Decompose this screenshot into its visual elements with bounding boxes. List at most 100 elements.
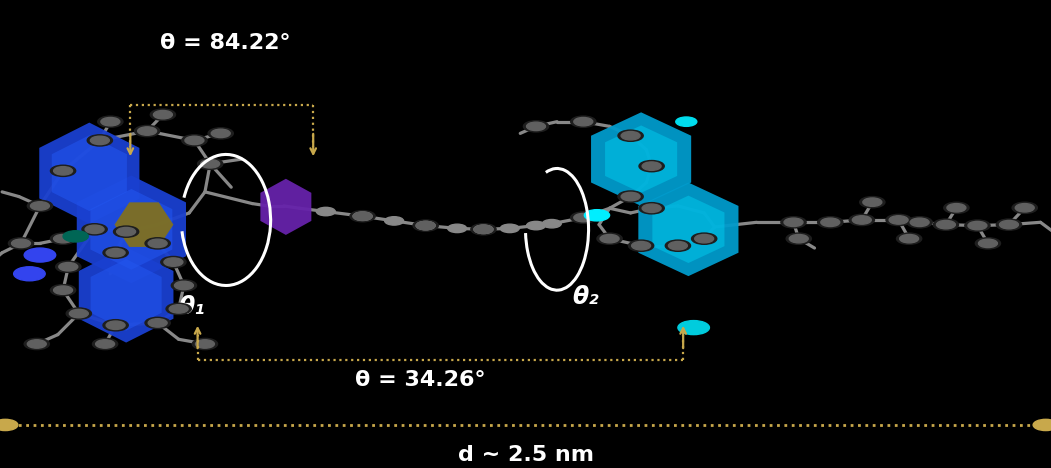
- Circle shape: [350, 211, 375, 222]
- Circle shape: [114, 226, 139, 237]
- Circle shape: [416, 221, 435, 230]
- Circle shape: [571, 116, 596, 127]
- Text: θ = 84.22°: θ = 84.22°: [160, 33, 290, 53]
- Circle shape: [174, 281, 193, 290]
- Circle shape: [198, 158, 223, 169]
- Circle shape: [66, 308, 91, 319]
- Circle shape: [14, 267, 45, 281]
- Circle shape: [863, 198, 882, 206]
- Circle shape: [59, 263, 78, 271]
- Circle shape: [353, 212, 372, 220]
- Circle shape: [145, 317, 170, 329]
- Circle shape: [818, 217, 843, 228]
- Circle shape: [621, 192, 640, 201]
- Circle shape: [106, 321, 125, 329]
- Circle shape: [642, 204, 661, 212]
- Circle shape: [103, 320, 128, 331]
- Circle shape: [849, 214, 874, 226]
- Circle shape: [50, 165, 76, 176]
- Circle shape: [0, 419, 18, 431]
- Polygon shape: [39, 123, 140, 224]
- Polygon shape: [638, 183, 739, 276]
- Polygon shape: [115, 202, 173, 247]
- Circle shape: [897, 233, 922, 244]
- Circle shape: [8, 238, 34, 249]
- Circle shape: [85, 225, 104, 234]
- Circle shape: [316, 207, 335, 216]
- Circle shape: [628, 240, 654, 251]
- Circle shape: [665, 240, 691, 251]
- Polygon shape: [90, 259, 162, 330]
- Circle shape: [153, 110, 172, 119]
- Circle shape: [27, 340, 46, 348]
- Circle shape: [385, 217, 404, 225]
- Circle shape: [574, 117, 593, 126]
- Circle shape: [208, 128, 233, 139]
- Text: θ₂: θ₂: [573, 285, 599, 309]
- Circle shape: [448, 224, 467, 233]
- Circle shape: [639, 203, 664, 214]
- Polygon shape: [653, 196, 724, 263]
- Circle shape: [944, 202, 969, 213]
- Circle shape: [1012, 202, 1037, 213]
- Circle shape: [678, 321, 709, 335]
- Circle shape: [676, 117, 697, 126]
- Polygon shape: [261, 179, 311, 235]
- Circle shape: [947, 204, 966, 212]
- Circle shape: [82, 224, 107, 235]
- Circle shape: [171, 280, 197, 291]
- Text: θ = 34.26°: θ = 34.26°: [355, 370, 486, 390]
- Polygon shape: [90, 189, 172, 270]
- Circle shape: [621, 132, 640, 140]
- Circle shape: [27, 200, 53, 212]
- Circle shape: [618, 191, 643, 202]
- Circle shape: [24, 338, 49, 350]
- Circle shape: [148, 319, 167, 327]
- Circle shape: [56, 261, 81, 272]
- Circle shape: [900, 234, 919, 243]
- Circle shape: [600, 234, 619, 243]
- Circle shape: [103, 247, 128, 258]
- Circle shape: [860, 197, 885, 208]
- Circle shape: [933, 219, 959, 230]
- Circle shape: [527, 221, 545, 230]
- Circle shape: [413, 220, 438, 231]
- Circle shape: [527, 122, 545, 131]
- Circle shape: [145, 238, 170, 249]
- Circle shape: [106, 249, 125, 257]
- Circle shape: [96, 340, 115, 348]
- Circle shape: [201, 160, 220, 168]
- Circle shape: [148, 239, 167, 248]
- Polygon shape: [51, 135, 127, 211]
- Circle shape: [50, 285, 76, 296]
- Circle shape: [87, 135, 112, 146]
- Circle shape: [965, 220, 990, 231]
- Circle shape: [135, 125, 160, 137]
- Circle shape: [786, 233, 811, 244]
- Circle shape: [695, 234, 714, 243]
- Circle shape: [821, 218, 840, 227]
- Circle shape: [169, 305, 188, 313]
- Circle shape: [195, 340, 214, 348]
- Circle shape: [597, 233, 622, 244]
- Circle shape: [69, 309, 88, 318]
- Circle shape: [164, 258, 183, 266]
- Circle shape: [584, 210, 610, 221]
- Circle shape: [12, 239, 30, 248]
- Circle shape: [996, 219, 1022, 230]
- Circle shape: [1033, 419, 1051, 431]
- Circle shape: [668, 241, 687, 250]
- Circle shape: [474, 225, 493, 234]
- Circle shape: [98, 116, 123, 127]
- Circle shape: [632, 241, 651, 250]
- Circle shape: [138, 127, 157, 135]
- Polygon shape: [77, 176, 186, 283]
- Circle shape: [523, 121, 549, 132]
- Circle shape: [166, 303, 191, 314]
- Circle shape: [1000, 220, 1018, 229]
- Circle shape: [542, 219, 561, 228]
- Circle shape: [54, 234, 73, 243]
- Circle shape: [978, 239, 997, 248]
- Polygon shape: [79, 247, 173, 343]
- Circle shape: [639, 161, 664, 172]
